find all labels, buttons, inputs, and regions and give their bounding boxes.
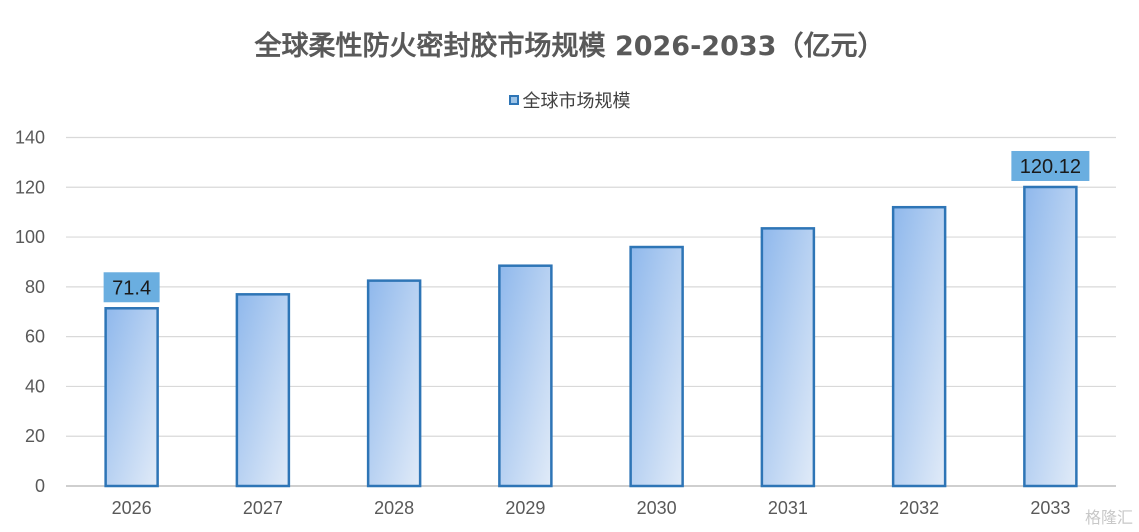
data-label: 71.4: [112, 277, 151, 299]
legend-label: 全球市场规模: [522, 91, 631, 112]
watermark: 格隆汇: [1084, 508, 1133, 527]
y-tick-label: 100: [15, 227, 45, 247]
data-label-box: [103, 272, 160, 303]
x-tick-label: 2027: [243, 498, 283, 518]
y-tick-label: 20: [25, 426, 45, 446]
bar: [1023, 185, 1078, 488]
bar: [498, 264, 553, 488]
y-tick-label: 40: [25, 376, 45, 396]
x-tick-label: 2031: [768, 498, 808, 518]
data-label-box: [1011, 150, 1090, 181]
bar: [891, 205, 947, 488]
x-tick-label: 2032: [899, 498, 939, 518]
x-tick-label: 2029: [505, 498, 545, 518]
x-tick-label: 2033: [1030, 498, 1070, 518]
x-tick-label: 2028: [374, 498, 414, 518]
bar: [760, 227, 816, 488]
data-label: 120.12: [1020, 156, 1081, 178]
y-tick-label: 140: [15, 128, 45, 148]
bar: [366, 279, 422, 488]
y-tick-label: 80: [25, 277, 45, 297]
y-tick-label: 120: [15, 177, 45, 197]
y-tick-label: 60: [25, 327, 45, 347]
bar: [104, 307, 159, 488]
bar: [629, 245, 684, 488]
bar: [235, 293, 291, 488]
legend-swatch: [508, 95, 519, 105]
x-tick-label: 2030: [637, 498, 677, 518]
legend[interactable]: 全球市场规模: [0, 87, 1139, 113]
x-tick-label: 2026: [112, 498, 152, 518]
y-tick-label: 0: [35, 476, 45, 496]
chart-title: 全球柔性防火密封胶市场规模 2026-2033（亿元）: [254, 31, 885, 62]
